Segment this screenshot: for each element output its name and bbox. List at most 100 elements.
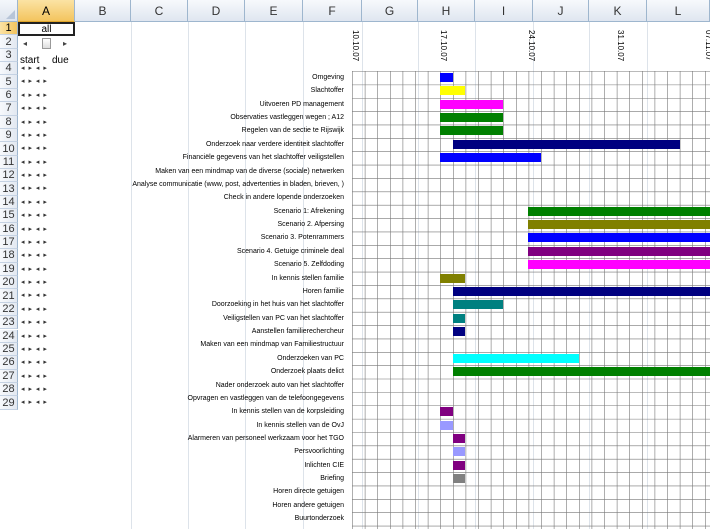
row-header-6[interactable]: 6 (0, 88, 18, 103)
row-header-26[interactable]: 26 (0, 356, 18, 370)
gantt-bar (440, 73, 453, 82)
column-header-f[interactable]: F (303, 0, 362, 22)
date-spinner[interactable]: ◂ ▸ ◂ ▸ (21, 65, 48, 73)
task-label: Scenario 4. Getuige criminele deal (236, 247, 344, 255)
task-label: Scenario 1: Afrekening (273, 207, 344, 215)
row-header-2[interactable]: 2 (0, 35, 18, 49)
column-header-a[interactable]: A (18, 0, 75, 22)
date-spinner[interactable]: ◂ ▸ ◂ ▸ (21, 279, 48, 287)
gantt-bar (452, 300, 504, 310)
column-header-j[interactable]: J (533, 0, 589, 22)
task-label: Alarmeren van personeel werkzaam voor he… (187, 434, 344, 442)
row-header-21[interactable]: 21 (0, 289, 18, 303)
date-spinner[interactable]: ◂ ▸ ◂ ▸ (21, 332, 48, 340)
row-header-24[interactable]: 24 (0, 329, 18, 343)
date-spinner[interactable]: ◂ ▸ ◂ ▸ (21, 399, 48, 407)
column-header-e[interactable]: E (245, 0, 303, 22)
scroll-thumb[interactable] (42, 38, 51, 49)
task-label: Maken van een mindmap van Familiestructu… (200, 341, 344, 349)
column-gridline (589, 22, 590, 529)
row-header-16[interactable]: 16 (0, 222, 18, 236)
gantt-bar (528, 260, 710, 270)
row-header-8[interactable]: 8 (0, 115, 18, 129)
date-spinner[interactable]: ◂ ▸ ◂ ▸ (21, 158, 48, 166)
row-header-19[interactable]: 19 (0, 262, 18, 277)
row-header-22[interactable]: 22 (0, 302, 18, 317)
task-label: Buurtonderzoek (294, 515, 344, 523)
column-header-b[interactable]: B (75, 0, 131, 22)
row-header-10[interactable]: 10 (0, 142, 18, 156)
row-header-20[interactable]: 20 (0, 276, 18, 290)
row-header-23[interactable]: 23 (0, 316, 18, 330)
date-spinner[interactable]: ◂ ▸ ◂ ▸ (21, 185, 48, 193)
task-label: Inlichten CIE (304, 461, 344, 469)
column-gridline (188, 22, 189, 529)
select-all-corner[interactable] (0, 0, 18, 22)
cell-a1-selected[interactable]: all (18, 22, 75, 36)
gantt-bar (528, 233, 710, 243)
gantt-bar (452, 433, 466, 443)
date-spinner[interactable]: ◂ ▸ ◂ ▸ (21, 359, 48, 367)
gantt-bar (452, 286, 710, 296)
row-header-29[interactable]: 29 (0, 396, 18, 410)
gantt-bar (452, 353, 579, 363)
gantt-bar (440, 126, 504, 136)
date-spinner[interactable]: ◂ ▸ ◂ ▸ (21, 345, 48, 353)
date-header-label: 17.10.07 (439, 30, 449, 62)
date-spinner[interactable]: ◂ ▸ ◂ ▸ (21, 91, 48, 99)
row-header-13[interactable]: 13 (0, 182, 18, 196)
row-header-1[interactable]: 1 (0, 22, 18, 36)
row-header-11[interactable]: 11 (0, 155, 18, 170)
date-spinner[interactable]: ◂ ▸ ◂ ▸ (21, 265, 48, 273)
due-label: due (52, 55, 69, 66)
start-label: start (20, 55, 40, 66)
date-spinner[interactable]: ◂ ▸ ◂ ▸ (21, 212, 48, 220)
task-label: Check in andere lopende onderzoeken (223, 194, 344, 202)
date-spinner[interactable]: ◂ ▸ ◂ ▸ (21, 172, 48, 180)
date-spinner[interactable]: ◂ ▸ ◂ ▸ (21, 319, 48, 327)
gantt-bar (440, 420, 453, 430)
date-spinner[interactable]: ◂ ▸ ◂ ▸ (21, 105, 48, 113)
column-header-d[interactable]: D (188, 0, 245, 22)
row-header-5[interactable]: 5 (0, 75, 18, 89)
column-header-i[interactable]: I (475, 0, 533, 22)
cell-scrollbar[interactable]: ◂ ▸ (21, 38, 71, 49)
column-header-k[interactable]: K (589, 0, 647, 22)
row-header-18[interactable]: 18 (0, 249, 18, 263)
task-label: Onderzoeken van PC (277, 354, 344, 362)
date-spinner[interactable]: ◂ ▸ ◂ ▸ (21, 238, 48, 246)
scroll-left-icon[interactable]: ◂ (23, 39, 28, 48)
row-header-14[interactable]: 14 (0, 195, 18, 210)
column-header-h[interactable]: H (418, 0, 475, 22)
date-spinner[interactable]: ◂ ▸ ◂ ▸ (21, 252, 48, 260)
column-gridline (475, 22, 476, 529)
row-header-27[interactable]: 27 (0, 369, 18, 383)
row-header-7[interactable]: 7 (0, 102, 18, 116)
date-spinner[interactable]: ◂ ▸ ◂ ▸ (21, 198, 48, 206)
date-spinner[interactable]: ◂ ▸ ◂ ▸ (21, 118, 48, 126)
gantt-bar (528, 220, 710, 230)
date-spinner[interactable]: ◂ ▸ ◂ ▸ (21, 225, 48, 233)
row-header-3[interactable]: 3 (0, 48, 18, 63)
column-header-c[interactable]: C (131, 0, 188, 22)
date-spinner[interactable]: ◂ ▸ ◂ ▸ (21, 305, 48, 313)
date-spinner[interactable]: ◂ ▸ ◂ ▸ (21, 292, 48, 300)
column-header-l[interactable]: L (647, 0, 710, 22)
gantt-bar (452, 367, 710, 377)
row-header-12[interactable]: 12 (0, 169, 18, 183)
row-header-9[interactable]: 9 (0, 128, 18, 143)
date-spinner[interactable]: ◂ ▸ ◂ ▸ (21, 131, 48, 139)
date-spinner[interactable]: ◂ ▸ ◂ ▸ (21, 78, 48, 86)
row-header-15[interactable]: 15 (0, 209, 18, 223)
date-spinner[interactable]: ◂ ▸ ◂ ▸ (21, 385, 48, 393)
row-header-17[interactable]: 17 (0, 235, 18, 250)
row-header-25[interactable]: 25 (0, 342, 18, 357)
gantt-bar (440, 153, 541, 163)
scroll-right-icon[interactable]: ▸ (63, 39, 68, 48)
column-header-g[interactable]: G (362, 0, 418, 22)
task-label: Briefing (320, 475, 344, 483)
row-header-4[interactable]: 4 (0, 62, 18, 76)
date-spinner[interactable]: ◂ ▸ ◂ ▸ (21, 145, 48, 153)
row-header-28[interactable]: 28 (0, 382, 18, 397)
date-spinner[interactable]: ◂ ▸ ◂ ▸ (21, 372, 48, 380)
